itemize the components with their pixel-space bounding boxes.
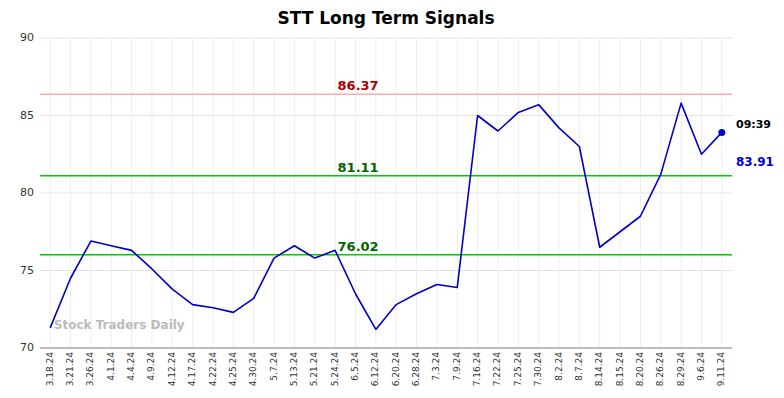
- x-grid-line: [457, 38, 458, 348]
- x-tick-label: 5.21.24: [309, 352, 319, 387]
- x-grid-line: [70, 38, 71, 348]
- x-grid-line: [416, 38, 417, 348]
- signal-line: [40, 94, 732, 96]
- x-tick-label: 4.4.24: [126, 352, 136, 381]
- x-grid-line: [579, 38, 580, 348]
- x-tick-label: 4.17.24: [187, 352, 197, 387]
- x-grid-line: [660, 38, 661, 348]
- watermark: Stock Traders Daily: [54, 318, 185, 332]
- signal-label: 86.37: [338, 78, 379, 93]
- x-grid-line: [90, 38, 91, 348]
- x-tick-label: 8.2.24: [554, 352, 564, 381]
- x-tick-label: 4.22.24: [208, 352, 218, 387]
- x-tick-label: 3.26.24: [85, 352, 95, 387]
- x-tick-label: 6.28.24: [411, 352, 421, 387]
- x-grid-line: [294, 38, 295, 348]
- x-grid-line: [477, 38, 478, 348]
- y-tick-label: 85: [20, 109, 34, 122]
- x-tick-label: 8.14.24: [594, 352, 604, 387]
- x-grid-line: [50, 38, 51, 348]
- x-grid-line: [131, 38, 132, 348]
- x-grid-line: [436, 38, 437, 348]
- x-grid-line: [538, 38, 539, 348]
- x-grid-line: [111, 38, 112, 348]
- x-tick-label: 6.5.24: [350, 352, 360, 381]
- x-tick-label: 4.9.24: [146, 352, 156, 381]
- x-tick-label: 9.11.24: [716, 352, 726, 387]
- x-tick-label: 7.30.24: [533, 352, 543, 387]
- signal-line: [40, 254, 732, 256]
- x-tick-label: 8.7.24: [574, 352, 584, 381]
- x-tick-label: 7.16.24: [472, 352, 482, 387]
- x-tick-label: 5.13.24: [289, 352, 299, 387]
- last-price: 83.91: [736, 155, 774, 169]
- x-tick-label: 4.12.24: [167, 352, 177, 387]
- x-grid-line: [396, 38, 397, 348]
- x-grid-line: [253, 38, 254, 348]
- x-tick-label: 4.1.24: [106, 352, 116, 381]
- signal-label: 76.02: [338, 239, 379, 254]
- x-grid-line: [701, 38, 702, 348]
- x-tick-label: 7.22.24: [492, 352, 502, 387]
- x-tick-label: 8.26.24: [655, 352, 665, 387]
- x-grid-line: [599, 38, 600, 348]
- x-tick-label: 8.15.24: [615, 352, 625, 387]
- title: STT Long Term Signals: [277, 8, 494, 28]
- x-grid-line: [233, 38, 234, 348]
- x-tick-label: 8.20.24: [635, 352, 645, 387]
- x-grid-line: [213, 38, 214, 348]
- y-tick-label: 75: [20, 264, 34, 277]
- y-grid-line: [40, 270, 732, 271]
- x-tick-label: 5.7.24: [269, 352, 279, 381]
- x-grid-line: [640, 38, 641, 348]
- x-tick-label: 3.21.24: [65, 352, 75, 387]
- y-grid-line: [40, 38, 732, 39]
- x-grid-line: [172, 38, 173, 348]
- y-grid-line: [40, 193, 732, 194]
- chart: Stock Traders Daily 86.37 81.11 76.02 09:39 8…: [0, 0, 784, 398]
- y-tick-label: 80: [20, 186, 34, 199]
- y-tick-label: 70: [20, 341, 34, 354]
- x-tick-label: 9.6.24: [696, 352, 706, 381]
- price-line: [50, 103, 722, 329]
- x-tick-label: 8.29.24: [676, 352, 686, 387]
- x-grid-line: [335, 38, 336, 348]
- x-tick-label: 6.12.24: [370, 352, 380, 387]
- x-grid-line: [681, 38, 682, 348]
- x-tick-label: 7.3.24: [431, 352, 441, 381]
- x-grid-line: [497, 38, 498, 348]
- x-grid-line: [192, 38, 193, 348]
- last-point: [718, 129, 725, 136]
- x-grid-line: [721, 38, 722, 348]
- x-tick-label: 7.9.24: [452, 352, 462, 381]
- x-axis-line: [40, 348, 732, 349]
- x-tick-label: 5.24.24: [330, 352, 340, 387]
- signal-line: [40, 175, 732, 177]
- x-grid-line: [274, 38, 275, 348]
- x-tick-label: 7.25.24: [513, 352, 523, 387]
- plot-data: [40, 94, 732, 329]
- grid: [40, 38, 732, 348]
- x-grid-line: [620, 38, 621, 348]
- y-grid-line: [40, 348, 732, 349]
- x-grid-line: [314, 38, 315, 348]
- signal-label: 81.11: [338, 160, 379, 175]
- x-tick-label: 4.30.24: [248, 352, 258, 387]
- y-tick-label: 90: [20, 31, 34, 44]
- x-tick-label: 4.25.24: [228, 352, 238, 387]
- y-grid-line: [40, 115, 732, 116]
- x-grid-line: [559, 38, 560, 348]
- last-time: 09:39: [736, 118, 771, 131]
- x-tick-label: 3.18.24: [45, 352, 55, 387]
- x-grid-line: [518, 38, 519, 348]
- x-tick-label: 6.20.24: [391, 352, 401, 387]
- x-grid-line: [151, 38, 152, 348]
